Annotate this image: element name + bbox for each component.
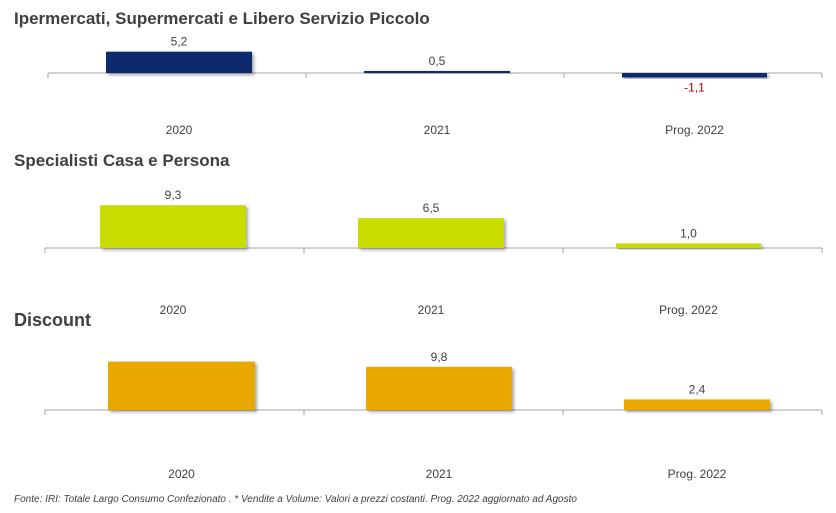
- chart-panel-3: Discount 2020 9,8 2021 2,4 Prog. 2022: [14, 310, 823, 481]
- category-label: Prog. 2022: [659, 303, 718, 317]
- bar-2020: [108, 361, 255, 410]
- chart-title: Discount: [14, 310, 91, 330]
- bar-2021: [364, 70, 510, 73]
- bar-2021: [366, 366, 512, 410]
- chart-panel-1: Ipermercati, Supermercati e Libero Servi…: [14, 9, 823, 137]
- bar-prog-2022: [616, 243, 761, 248]
- bar-2020: [106, 51, 252, 73]
- category-label: 2021: [418, 303, 445, 317]
- data-label: 2,4: [689, 382, 706, 396]
- bar-2021: [358, 218, 504, 248]
- chart-title: Specialisti Casa e Persona: [14, 151, 230, 170]
- bar-prog-2022: [624, 399, 770, 410]
- data-label: 9,8: [431, 350, 448, 364]
- data-label: -1,1: [684, 81, 705, 95]
- category-label: 2021: [424, 123, 451, 137]
- data-label: 9,3: [165, 188, 182, 202]
- data-label: 6,5: [423, 201, 440, 215]
- category-label: Prog. 2022: [665, 123, 724, 137]
- category-label: 2021: [426, 467, 453, 481]
- category-label: Prog. 2022: [668, 467, 727, 481]
- bar-2020: [100, 205, 246, 248]
- data-label: 5,2: [171, 35, 188, 49]
- data-label: 0,5: [429, 54, 446, 68]
- chart-panel-2: Specialisti Casa e Persona 9,3 2020 6,5 2021…: [14, 151, 823, 317]
- category-label: 2020: [166, 123, 193, 137]
- category-label: 2020: [168, 467, 195, 481]
- chart-title: Ipermercati, Supermercati e Libero Servi…: [14, 9, 430, 28]
- footnote: Fonte: IRI: Totale Largo Consumo Confezi…: [14, 494, 577, 505]
- bar-prog-2022: [622, 73, 767, 78]
- category-label: 2020: [160, 303, 187, 317]
- data-label: 1,0: [680, 226, 697, 240]
